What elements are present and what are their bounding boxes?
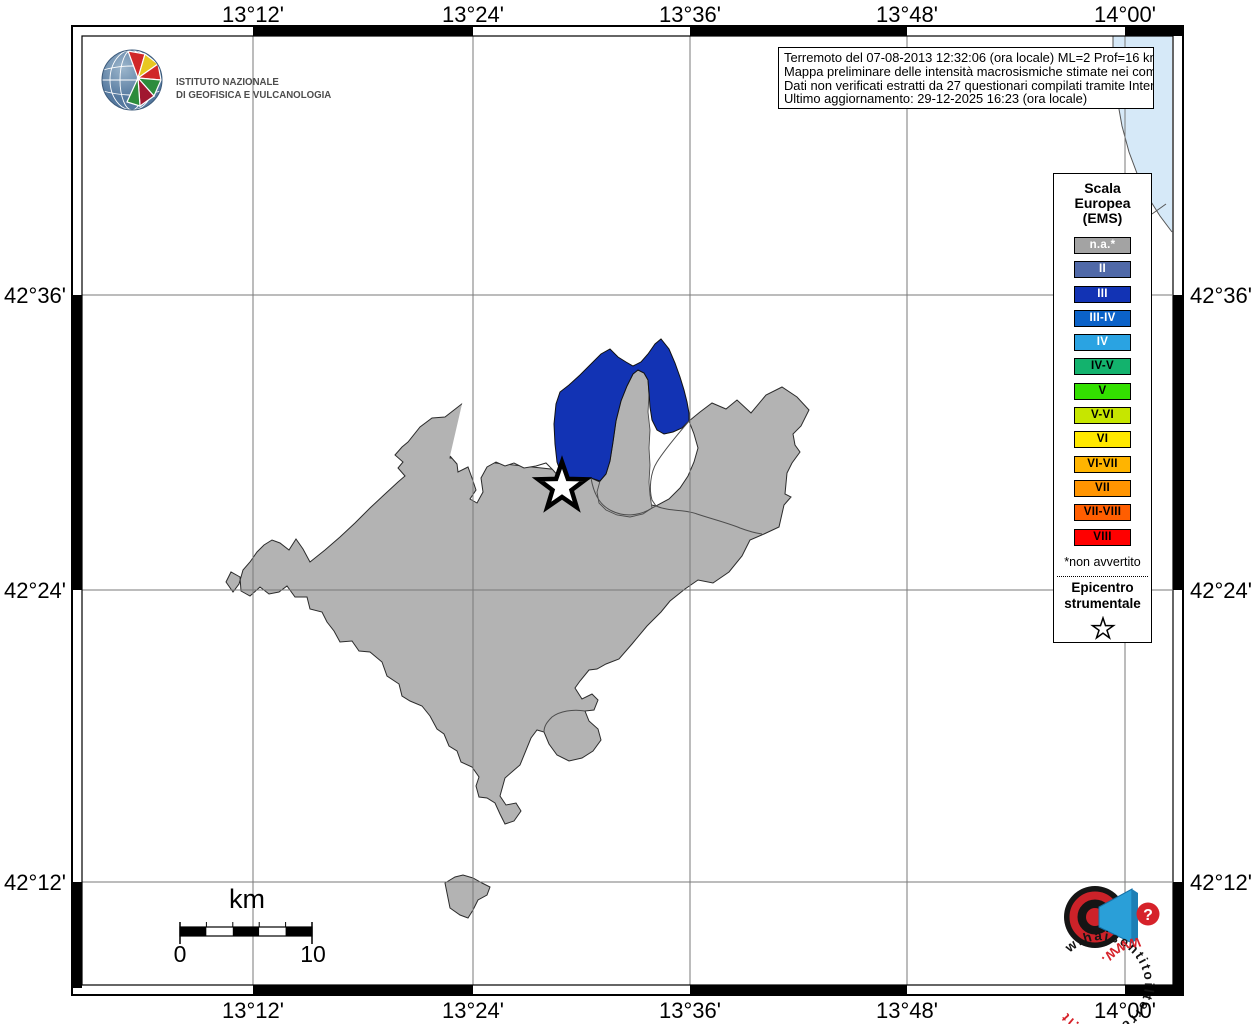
- lon-label-top-4: 13°48': [876, 2, 938, 27]
- legend-epicenter-line1: Epicentro: [1071, 579, 1134, 595]
- legend-epicenter-line2: strumentale: [1064, 595, 1141, 611]
- info-line-map-type: Mappa preliminare delle intensità macros…: [784, 63, 1154, 79]
- legend-swatch-iv: IV: [1074, 334, 1131, 352]
- lon-label-top-2: 13°24': [442, 2, 504, 27]
- legend-title-line1: Scala: [1084, 180, 1121, 196]
- lat-label-left-3: 42°12': [4, 870, 66, 895]
- intensity-legend: Scala Europea (EMS) n.a.* II III III-IV …: [1053, 173, 1152, 643]
- earthquake-info-box: Terremoto del 07-08-2013 12:32:06 (ora l…: [778, 47, 1154, 109]
- municipality-area-gray: [225, 386, 810, 825]
- lon-label-bottom-1: 13°12': [222, 998, 284, 1023]
- lon-label-bottom-3: 13°36': [659, 998, 721, 1023]
- legend-swatch-vii: VII: [1074, 479, 1131, 497]
- scale-bar-unit: km: [229, 884, 265, 914]
- map-frame: [71, 25, 1184, 996]
- lat-label-right-1: 42°36': [1190, 283, 1252, 308]
- legend-swatch-iv-v: IV-V: [1074, 358, 1131, 376]
- municipality-island-gray: [444, 874, 491, 919]
- lon-label-top-5: 14°00': [1094, 2, 1156, 27]
- legend-footnote: *non avvertito: [1064, 554, 1141, 569]
- epicenter-star-marker: [531, 455, 593, 513]
- logo-question-badge: [1136, 902, 1160, 926]
- ingv-logo: [101, 49, 163, 111]
- ingv-wordmark-line1: ISTITUTO NAZIONALE: [176, 76, 279, 88]
- legend-swatch-vii-viii: VII-VIII: [1074, 504, 1131, 522]
- legend-title-line3: (EMS): [1082, 210, 1123, 226]
- lat-label-right-2: 42°24': [1190, 578, 1252, 603]
- ingv-wordmark-line2: DI GEOFISICA E VULCANOLOGIA: [176, 89, 332, 101]
- ingv-pinwheel: [126, 50, 162, 108]
- bay-white-area: [450, 378, 560, 503]
- scale-bar-end: 10: [300, 941, 326, 967]
- info-line-event: Terremoto del 07-08-2013 12:32:06 (ora l…: [784, 50, 1154, 65]
- legend-swatch-iii: III: [1074, 285, 1131, 303]
- scale-bar: [179, 922, 313, 944]
- legend-swatch-iii-iv: III-IV: [1074, 309, 1131, 327]
- lat-label-right-3: 42°12': [1190, 870, 1252, 895]
- lon-label-bottom-4: 13°48': [876, 998, 938, 1023]
- municipality-intensity-iii: [553, 338, 690, 485]
- info-line-updated: Ultimo aggiornamento: 29-12-2025 16:23 (…: [784, 91, 1088, 107]
- scale-bar-start: 0: [173, 941, 187, 967]
- info-line-data-source: Dati non verificati estratti da 27 quest…: [784, 77, 1154, 93]
- ingv-wordmark: ISTITUTO NAZIONALE DI GEOFISICA E VULCAN…: [176, 76, 331, 102]
- legend-divider: [1057, 575, 1148, 577]
- legend-swatch-na: n.a.*: [1074, 237, 1131, 254]
- legend-swatch-ii: II: [1074, 261, 1131, 279]
- lon-label-bottom-5: 14°00': [1094, 998, 1156, 1023]
- logo-question-mark: ?: [1143, 907, 1153, 924]
- lon-label-top-3: 13°36': [659, 2, 721, 27]
- legend-epicenter-star-icon: [1089, 615, 1116, 640]
- legend-swatch-vi: VI: [1074, 431, 1131, 449]
- lon-label-bottom-2: 13°24': [442, 998, 504, 1023]
- legend-swatch-v-vi: V-VI: [1074, 407, 1131, 425]
- municipal-boundaries: [543, 420, 763, 733]
- legend-swatch-v: V: [1074, 382, 1131, 400]
- legend-swatch-viii: VIII: [1074, 528, 1131, 546]
- coastline-fragment: [1151, 203, 1167, 215]
- lat-label-left-2: 42°24': [4, 578, 66, 603]
- legend-title-line2: Europea: [1074, 195, 1131, 211]
- legend-swatch-vi-vii: VI-VII: [1074, 455, 1131, 473]
- lat-label-left-1: 42°36': [4, 283, 66, 308]
- bay-jagged-boundary: [449, 455, 560, 504]
- lon-label-top-1: 13°12': [222, 2, 284, 27]
